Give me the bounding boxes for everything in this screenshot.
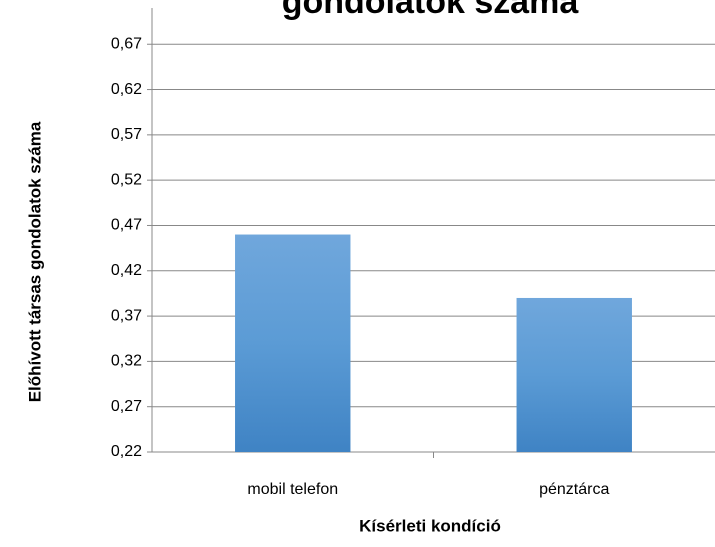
y-tick-label: 0,57 <box>111 126 142 143</box>
x-axis-label: Kísérleti kondíció <box>359 516 501 535</box>
y-tick-label: 0,37 <box>111 307 142 324</box>
y-axis-label: Előhívott társas gondolatok száma <box>25 121 44 402</box>
y-tick-label: 0,27 <box>111 398 142 415</box>
y-tick-label: 0,42 <box>111 262 142 279</box>
bar <box>235 234 351 452</box>
bar <box>516 297 632 452</box>
y-tick-label: 0,22 <box>111 443 142 460</box>
y-tick-label: 0,52 <box>111 171 142 188</box>
x-tick-label: pénztárca <box>539 481 609 498</box>
y-tick-label: 0,32 <box>111 353 142 370</box>
x-tick-label: mobil telefon <box>247 481 338 498</box>
y-tick-label: 0,47 <box>111 217 142 234</box>
chart-title: gondolatok száma <box>282 0 580 21</box>
y-tick-label: 0,62 <box>111 81 142 98</box>
y-tick-label: 0,67 <box>111 35 142 52</box>
